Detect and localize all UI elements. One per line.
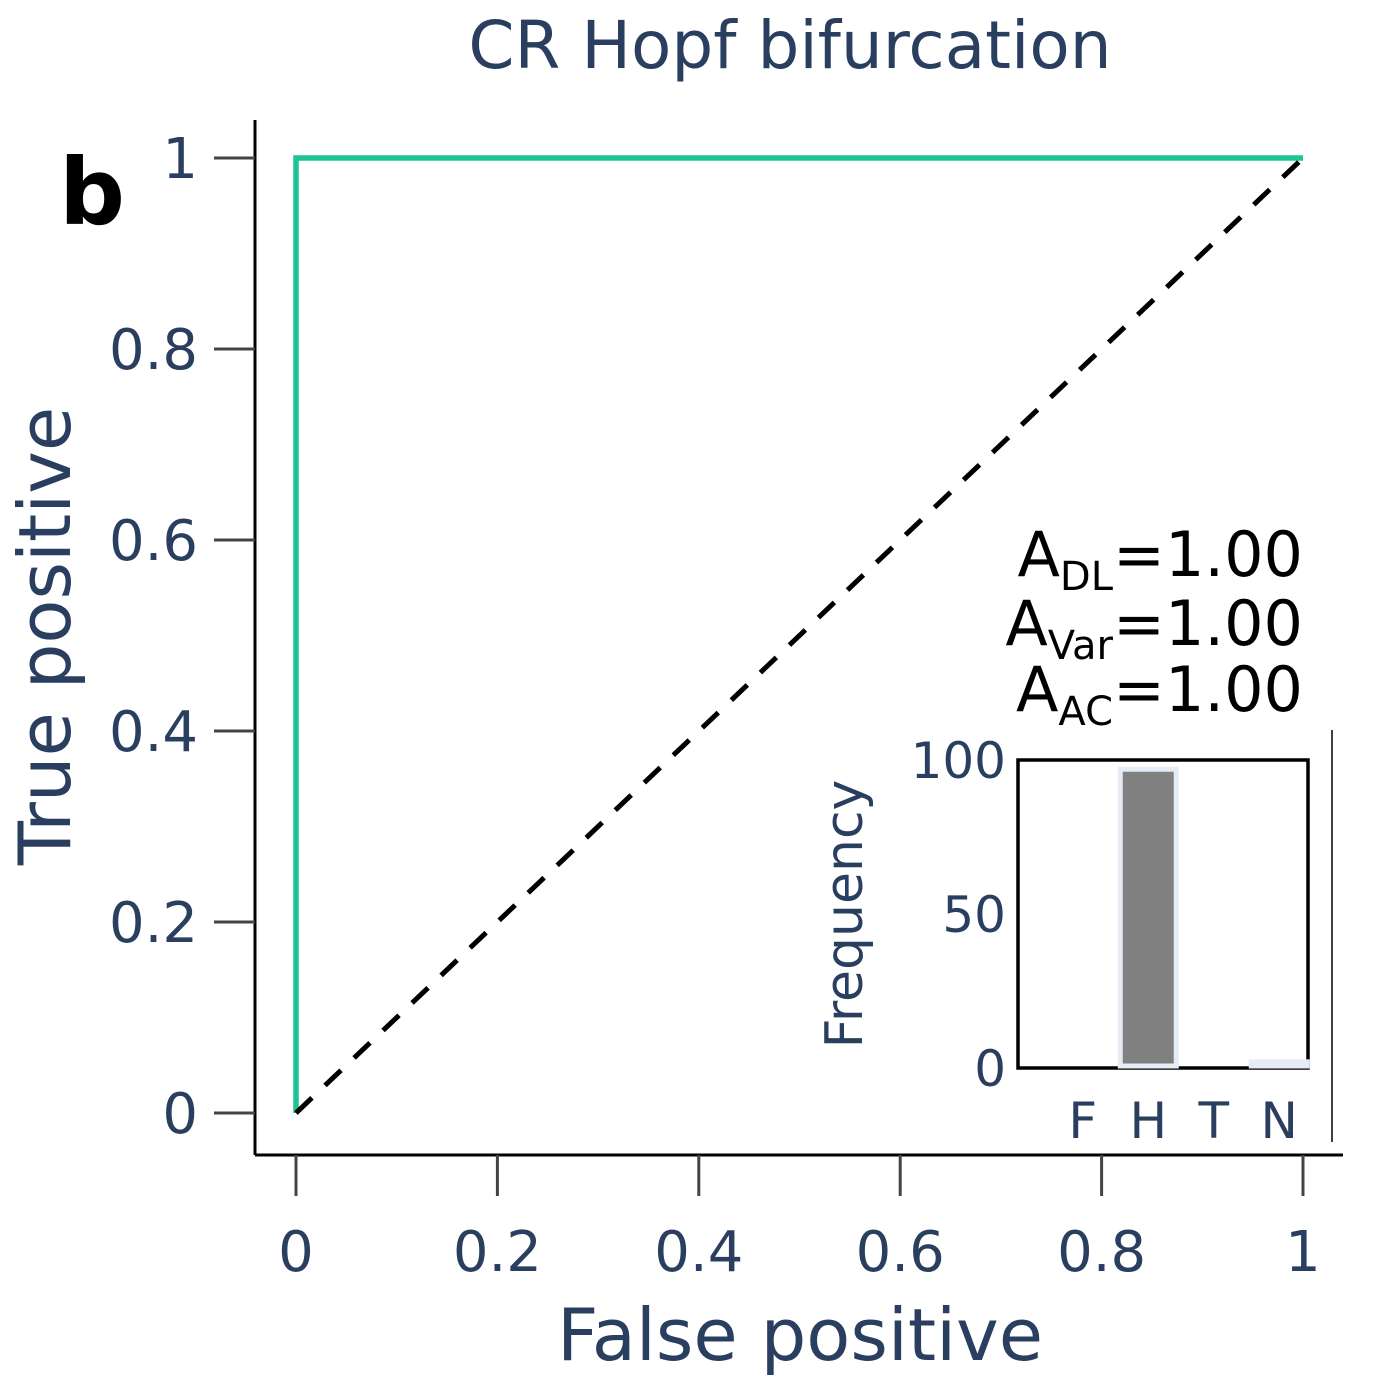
y-tick-label-1: 0.2	[109, 891, 198, 956]
inset-x-label-F: F	[1068, 1092, 1097, 1150]
roc-series	[293, 155, 1305, 1115]
x-tick-label-3: 0.6	[856, 1220, 945, 1285]
inset-y-axis-label: Frequency	[815, 780, 875, 1049]
inset-x-label-T: T	[1197, 1092, 1229, 1150]
x-tick-label-2: 0.4	[654, 1220, 743, 1285]
inset-y-tick-label-1: 50	[942, 886, 1006, 944]
x-tick-label-4: 0.8	[1057, 1220, 1146, 1285]
y-tick-label-2: 0.4	[109, 700, 198, 765]
x-tick-label-5: 1	[1285, 1220, 1321, 1285]
roc-curve	[293, 155, 1303, 1113]
inset-y-tick-label-2: 100	[911, 732, 1006, 790]
chart-title: CR Hopf bifurcation	[468, 7, 1111, 84]
x-tick-label-0: 0	[278, 1220, 314, 1285]
panel-label: b	[59, 139, 125, 246]
auc-label-1: AVar=1.00	[1005, 587, 1303, 669]
inset-x-label-H: H	[1129, 1092, 1167, 1150]
inset-bar-H	[1117, 766, 1179, 1069]
chance-diagonal	[294, 156, 1305, 1115]
y-tick-label-5: 1	[162, 127, 198, 192]
auc-label-2: AAC=1.00	[1016, 653, 1303, 735]
x-axis-label: False positive	[557, 1293, 1043, 1377]
y-tick-label-3: 0.6	[109, 509, 198, 574]
x-tick-label-1: 0.2	[453, 1220, 542, 1285]
inset-bar-N	[1248, 1059, 1310, 1069]
auc-label-0: ADL=1.00	[1017, 518, 1303, 600]
y-axis-label: True positive	[3, 407, 87, 866]
inset-x-label-N: N	[1261, 1092, 1298, 1150]
main-axes: 0 0.2 0.4 0.6 0.8 1 0 0.2 0.4 0.6 0.8 1	[109, 120, 1343, 1285]
y-tick-label-0: 0	[162, 1082, 198, 1147]
y-tick-label-4: 0.8	[109, 318, 198, 383]
inset-y-tick-label-0: 0	[974, 1040, 1006, 1098]
inset-bar-chart: F H T N 0 50 100	[911, 732, 1310, 1150]
